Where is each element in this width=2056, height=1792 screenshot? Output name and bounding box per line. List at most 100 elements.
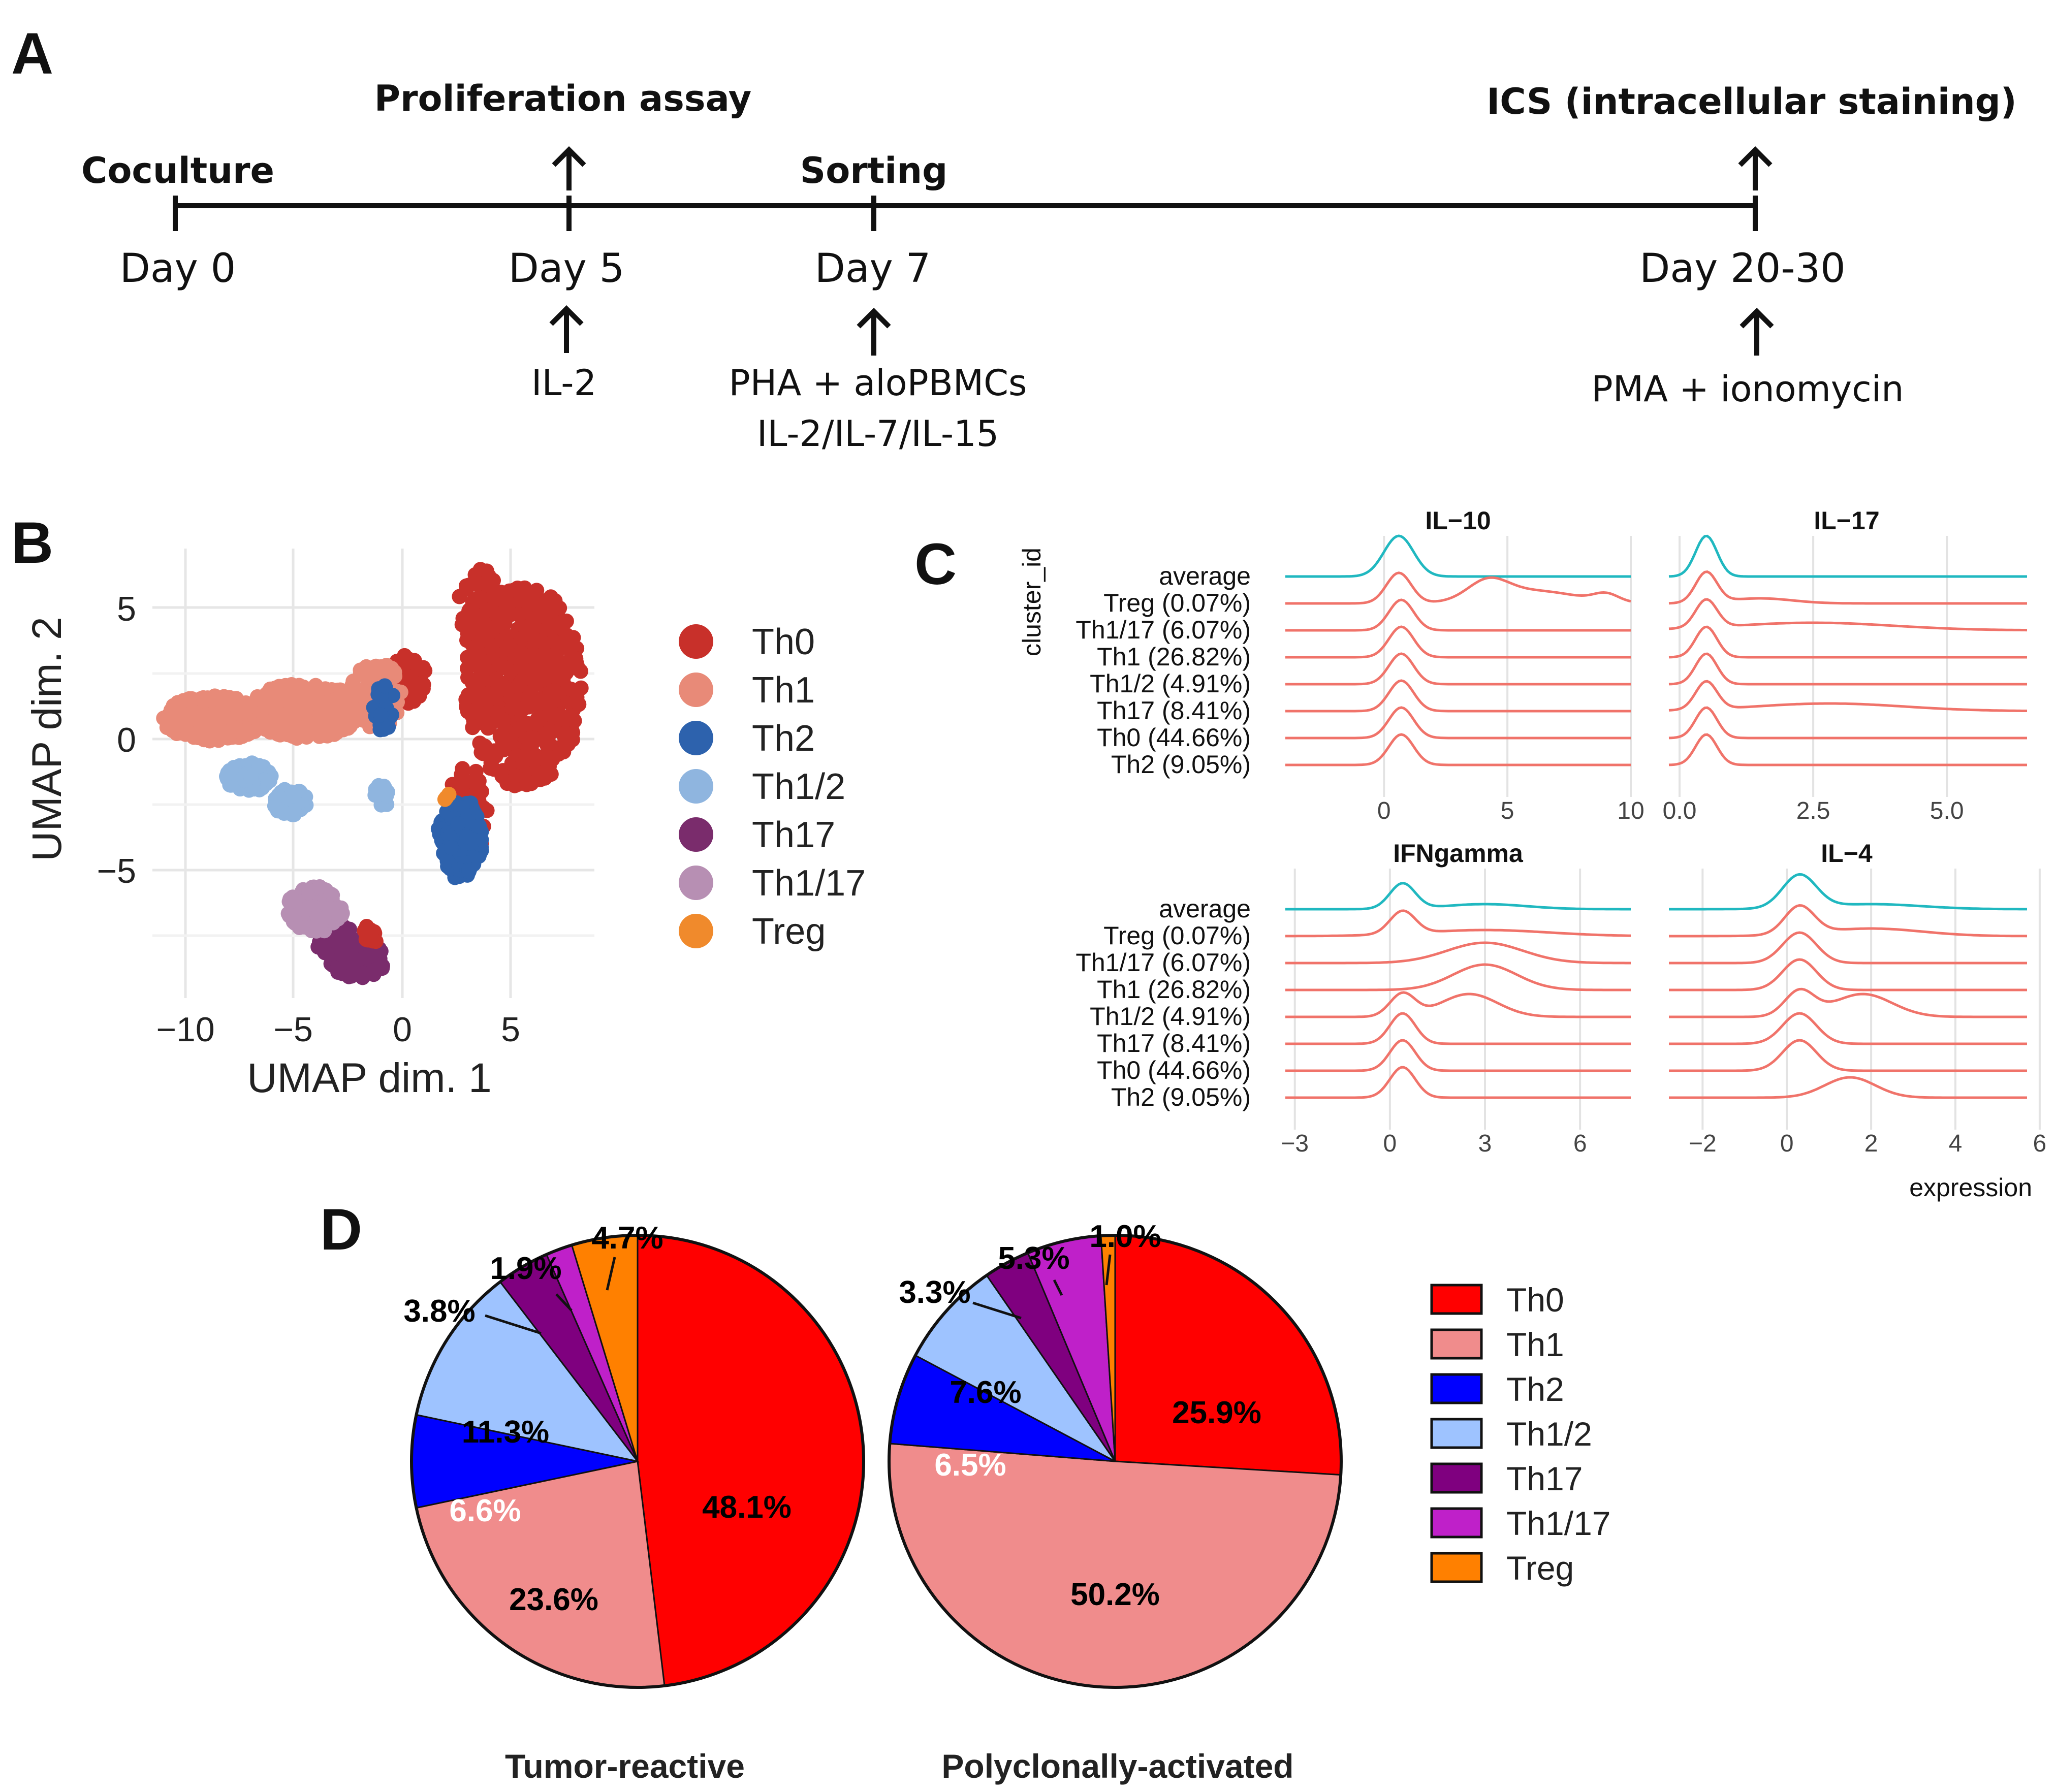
ridge-row-label: Th1 (26.82%) bbox=[1097, 643, 1251, 671]
umap-point bbox=[221, 765, 237, 781]
umap-point bbox=[549, 685, 565, 701]
umap-x-tick: −5 bbox=[273, 1010, 313, 1049]
umap-legend: Th0 Th1 Th2 Th1/2 Th17 Th1/17 Treg bbox=[679, 622, 866, 952]
label-day-0: Day 0 bbox=[120, 246, 236, 292]
legend-label: Treg bbox=[752, 911, 826, 952]
pie-legend-item-th17: Th17 bbox=[1430, 1460, 1583, 1497]
pie-outline bbox=[410, 1234, 865, 1689]
umap-x-tick: −10 bbox=[156, 1010, 214, 1049]
label-il2-il7-il15: IL-2/IL-7/IL-15 bbox=[757, 413, 999, 455]
umap-point bbox=[494, 768, 510, 784]
pie-legend-swatch bbox=[1430, 1507, 1483, 1539]
pie-data-label: 23.6% bbox=[509, 1582, 598, 1617]
umap-point bbox=[378, 788, 394, 804]
umap-point bbox=[340, 933, 356, 949]
ridge-density-line bbox=[1668, 598, 2028, 632]
ridge-panel-title: IL−10 bbox=[1425, 506, 1491, 535]
umap-point bbox=[406, 655, 422, 670]
umap-point bbox=[454, 617, 470, 632]
umap-point bbox=[471, 818, 487, 834]
umap-point bbox=[347, 952, 363, 968]
ridge-row-label: Th1/2 (4.91%) bbox=[1090, 669, 1251, 698]
pie-legend-item-th0: Th0 bbox=[1430, 1281, 1564, 1319]
umap-point bbox=[488, 620, 503, 635]
umap-point bbox=[347, 701, 363, 717]
pie-legend-label: Th0 bbox=[1506, 1281, 1564, 1319]
ridge-x-tick: 0 bbox=[1383, 1130, 1397, 1157]
arrow-up-icon bbox=[552, 146, 586, 190]
ridge-density-line bbox=[1668, 625, 2027, 659]
ridge-density-line bbox=[1669, 1012, 2027, 1045]
pie-data-label: 50.2% bbox=[1070, 1577, 1160, 1612]
umap-x-tick: 5 bbox=[501, 1010, 520, 1049]
umap-point bbox=[297, 720, 312, 735]
ridge-density-line bbox=[1285, 1066, 1631, 1099]
panel-a: A Coculture Proliferation assay Sorting … bbox=[11, 21, 2017, 455]
pie-outline bbox=[888, 1234, 1343, 1689]
umap-point bbox=[223, 777, 239, 793]
umap-point bbox=[282, 891, 298, 907]
ridge-density-line bbox=[1285, 733, 1631, 766]
pie-charts: 48.1% 23.6% 6.6% 11.3% 3.8% 1.9% 4.7% 25.9% 50.2… bbox=[403, 1219, 1343, 1689]
ridge-density-line bbox=[1668, 652, 2027, 686]
umap-point bbox=[480, 686, 496, 701]
ridge-density-line bbox=[1285, 963, 1631, 991]
pie-data-label: 1.9% bbox=[490, 1251, 561, 1286]
umap-point bbox=[479, 602, 495, 618]
umap-point bbox=[372, 959, 388, 975]
arrow-up-icon bbox=[857, 307, 891, 356]
label-day-7: Day 7 bbox=[815, 246, 931, 292]
umap-point bbox=[444, 840, 459, 855]
umap-point bbox=[196, 725, 211, 741]
pie-slice bbox=[637, 1234, 865, 1687]
umap-point bbox=[459, 829, 475, 845]
umap-point bbox=[362, 947, 378, 963]
pie-title-tumor-reactive: Tumor-reactive bbox=[505, 1747, 745, 1785]
umap-point bbox=[381, 719, 396, 735]
pie-legend-label: Th1/2 bbox=[1506, 1415, 1592, 1453]
ridge-panel: IL−17 0.0 2.5 5.0 bbox=[1663, 506, 2028, 824]
umap-point bbox=[261, 717, 276, 732]
ridge-row-label: Treg (0.07%) bbox=[1103, 589, 1251, 617]
umap-point bbox=[284, 807, 300, 822]
pie-legend-label: Treg bbox=[1506, 1549, 1574, 1587]
umap-point bbox=[330, 720, 345, 735]
ridge-row-label: Th17 (8.41%) bbox=[1097, 696, 1251, 725]
ridge-x-tick: 5.0 bbox=[1930, 797, 1964, 824]
panel-letter-b: B bbox=[11, 510, 53, 575]
umap-point bbox=[455, 761, 470, 777]
umap-point bbox=[551, 619, 567, 635]
umap-point bbox=[498, 602, 514, 618]
umap-point bbox=[495, 715, 511, 730]
umap-point bbox=[251, 758, 267, 774]
ridge-row-label: average bbox=[1159, 894, 1251, 923]
ridge-x-tick: 0.0 bbox=[1663, 797, 1697, 824]
panel-letter-a: A bbox=[11, 21, 53, 86]
ridge-row-label: Th1/17 (6.07%) bbox=[1076, 616, 1251, 644]
pie-leader-line bbox=[485, 1314, 542, 1335]
pie-data-label: 48.1% bbox=[702, 1490, 792, 1525]
label-pha-alopbmcs: PHA + aloPBMCs bbox=[729, 362, 1027, 404]
ridge-row-label: Th0 (44.66%) bbox=[1097, 723, 1251, 752]
ridge-density-line bbox=[1668, 680, 2027, 712]
pie-data-label: 4.7% bbox=[591, 1221, 663, 1256]
pie-legend-item-treg: Treg bbox=[1430, 1549, 1574, 1587]
legend-label: Th1/17 bbox=[752, 863, 866, 904]
ridge-row-label: Th1/2 (4.91%) bbox=[1090, 1002, 1251, 1031]
ridge-density-line bbox=[1285, 1039, 1631, 1072]
umap-point bbox=[243, 770, 259, 785]
umap-point bbox=[292, 920, 307, 935]
ridge-density-line bbox=[1285, 941, 1631, 965]
umap-point bbox=[512, 721, 528, 737]
umap-point bbox=[326, 700, 341, 716]
umap-point bbox=[558, 630, 574, 646]
pie-data-label: 3.8% bbox=[403, 1294, 475, 1329]
umap-point bbox=[413, 677, 429, 692]
arrow-up-icon bbox=[1739, 307, 1774, 356]
pie-legend: Th0 Th1 Th2 Th1/2 Th17 Th1/17 Treg bbox=[1430, 1281, 1610, 1587]
umap-point bbox=[275, 710, 291, 726]
ridge-density-line bbox=[1285, 909, 1631, 938]
umap-point bbox=[560, 662, 576, 678]
pie-slice bbox=[1114, 1234, 1342, 1476]
ridge-density-line bbox=[1669, 958, 2027, 991]
